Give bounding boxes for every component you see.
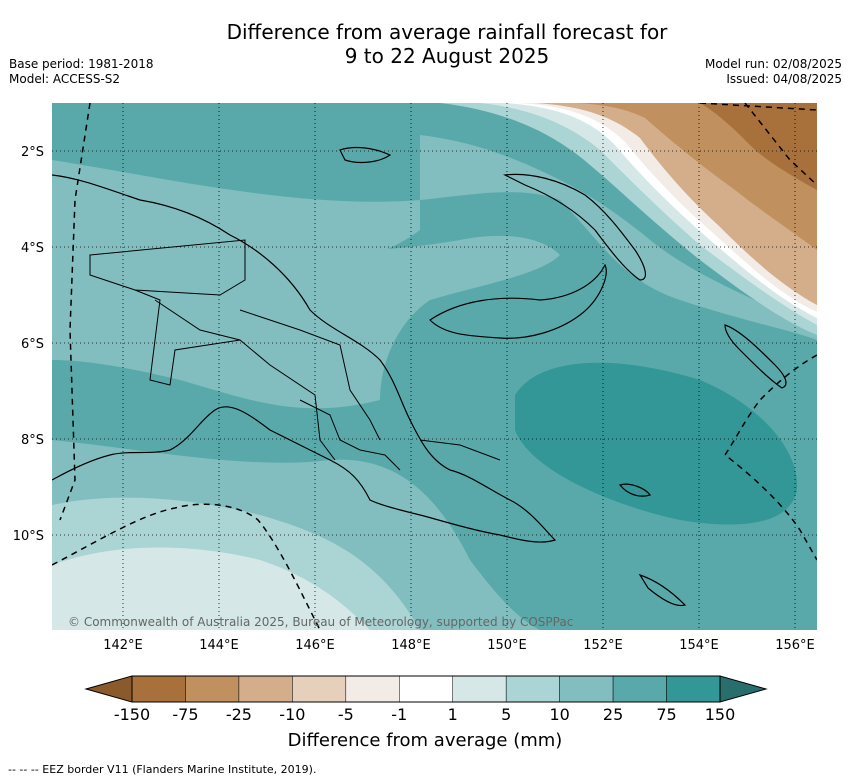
band-1-5 (52, 547, 370, 630)
colorbar-swatches (131, 675, 721, 703)
lon-label: 142°E (103, 638, 143, 653)
island-coast (618, 483, 651, 497)
colorbar-tick-label: 10 (549, 705, 570, 724)
colorbar-swatch (666, 675, 721, 703)
title-line-2: 9 to 22 August 2025 (344, 44, 550, 68)
manus-coast (339, 146, 392, 164)
colorbar-tick-label: 25 (602, 705, 624, 724)
band-25-75 (515, 362, 798, 525)
colorbar (84, 675, 768, 703)
colorbar-swatch (452, 675, 507, 703)
rossel-coast (638, 573, 687, 607)
colorbar-tick-label: 150 (704, 705, 736, 724)
lon-label: 156°E (775, 638, 815, 653)
colorbar-swatch (238, 675, 293, 703)
band-neg150-ne (700, 103, 817, 190)
eez-legend: -- -- -- EEZ border V11 (Flanders Marine… (8, 763, 317, 776)
colorbar-high-arrow (719, 675, 768, 703)
lon-label: 148°E (391, 638, 431, 653)
colorbar-low-arrow (84, 675, 133, 703)
colorbar-swatch (612, 675, 667, 703)
model-run: Model run: 02/08/2025 (704, 57, 842, 71)
base-period: Base period: 1981-2018 (9, 57, 154, 71)
colorbar-tick-label: -150 (113, 705, 151, 724)
lon-label: 152°E (583, 638, 623, 653)
lon-labels: 142°E 144°E 146°E 148°E 150°E 152°E 154°… (103, 638, 815, 653)
lon-label: 146°E (295, 638, 335, 653)
map-title: Difference from average rainfall forecas… (0, 20, 850, 68)
lon-label: 150°E (487, 638, 527, 653)
title-line-1: Difference from average rainfall forecas… (226, 20, 668, 44)
colorbar-tick-label: -1 (391, 705, 408, 724)
lat-label: 8°S (21, 433, 44, 448)
band-10-25-inland (52, 185, 560, 409)
lat-label: 10°S (13, 529, 44, 544)
colorbar-swatch (345, 675, 400, 703)
colorbar-tick-label: 75 (656, 705, 677, 724)
colorbar-swatch (292, 675, 347, 703)
colorbar-tick-label: -25 (225, 705, 252, 724)
bougainville-coast (724, 324, 787, 389)
lon-label: 154°E (679, 638, 719, 653)
lat-labels: 2°S 4°S 6°S 8°S 10°S (13, 145, 44, 544)
new-ireland-coast (502, 173, 647, 281)
colorbar-swatch (505, 675, 560, 703)
colorbar-swatch (399, 675, 453, 703)
colorbar-frame (131, 675, 721, 703)
colorbar-tick-label: -75 (172, 705, 199, 724)
colorbar-swatch (559, 675, 614, 703)
colorbar-tick-label: -10 (279, 705, 306, 724)
issued-date: Issued: 04/08/2025 (726, 72, 842, 86)
colorbar-tick-label: 1 (447, 705, 458, 724)
lat-label: 6°S (21, 337, 44, 352)
province-borders (89, 239, 501, 471)
new-britain-coast (429, 263, 607, 339)
model-name: Model: ACCESS-S2 (9, 72, 121, 86)
colorbar-tick-label: 5 (501, 705, 512, 724)
map-area: © Commonwealth of Australia 2025, Bureau… (52, 103, 817, 630)
new-guinea-coast (52, 174, 557, 543)
coastlines (52, 146, 787, 607)
colorbar-swatch (131, 675, 186, 703)
model-info: Base period: 1981-2018 Model: ACCESS-S2 (9, 57, 154, 87)
lat-label: 4°S (21, 241, 44, 256)
colorbar-title: Difference from average (mm) (287, 730, 563, 751)
colorbar-swatch (185, 675, 240, 703)
lon-label: 144°E (199, 638, 239, 653)
colorbar-tick-label: -5 (337, 705, 354, 724)
run-info: Model run: 02/08/2025 Issued: 04/08/2025 (705, 57, 842, 87)
lat-label: 2°S (21, 145, 44, 160)
copyright-text: © Commonwealth of Australia 2025, Bureau… (68, 615, 573, 629)
eez-border (52, 103, 817, 630)
